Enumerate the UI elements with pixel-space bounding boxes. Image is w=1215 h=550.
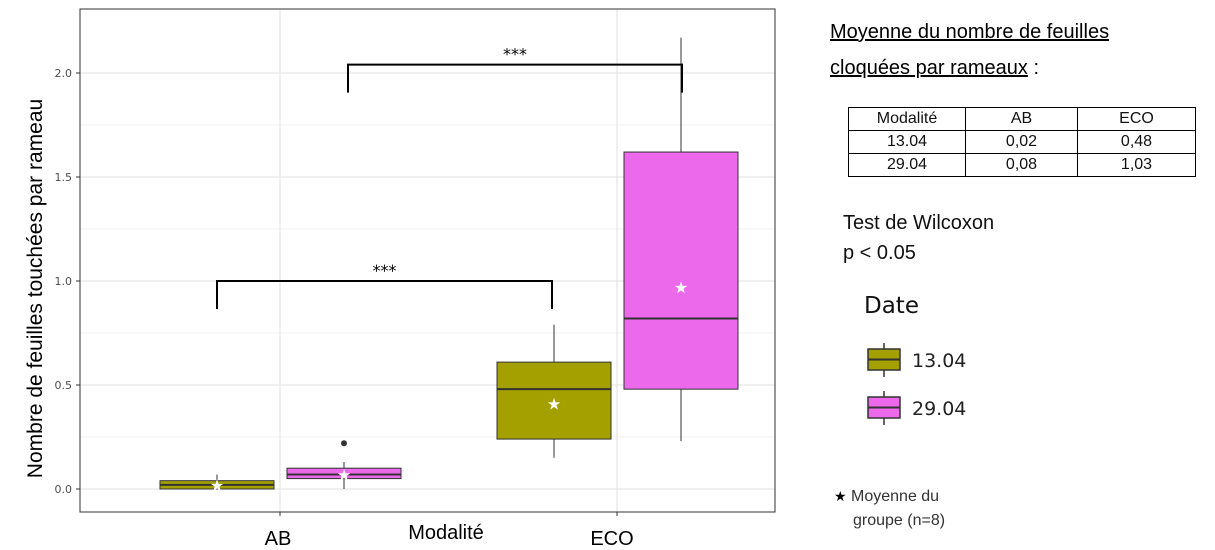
mean-note-line2: groupe (n=8) [853, 512, 946, 529]
legend-label-13-04: 13.04 [912, 350, 967, 372]
plot-panel [79, 8, 776, 513]
table-row: 13.04 0,02 0,48 [848, 130, 1196, 154]
legend-title: Date [864, 293, 919, 319]
significance-label: *** [503, 45, 527, 64]
mean-star-ECO-29-04: ★ [674, 278, 688, 297]
table-row: 29.04 0,08 1,03 [848, 153, 1196, 177]
star-icon: ★ [834, 488, 847, 504]
boxes: ★ ★ ★ ★ [159, 37, 739, 495]
table-cell: 0,48 [1077, 130, 1196, 154]
table-header-row: Modalité AB ECO [848, 107, 1196, 131]
grid [80, 9, 775, 512]
box-ECO-29-04 [623, 151, 739, 390]
bracket-29-04 [347, 63, 683, 93]
table-cell: 13.04 [848, 130, 966, 154]
x-axis-label: Modalité [408, 522, 484, 544]
outlier-point-AB-29-04 [341, 440, 347, 447]
table-cell: 1,03 [1077, 153, 1196, 177]
y-tick-label: 2.0 [55, 67, 73, 80]
table-cell: 0,08 [965, 153, 1078, 177]
legend-key-13-04 [867, 343, 901, 377]
legend-key-29-04 [867, 391, 901, 425]
significance-label: *** [373, 261, 397, 280]
p-value: p < 0.05 [843, 242, 916, 264]
side-title-suffix: : [1027, 57, 1040, 79]
statistical-test: Test de Wilcoxon p < 0.05 [843, 208, 994, 268]
side-title-line2: cloquées par rameaux [830, 57, 1028, 79]
significance-brackets: *** *** [216, 45, 683, 309]
x-tick-label: ECO [590, 528, 633, 550]
box-plot-chart: ★ ★ ★ ★ *** *** 0.0 0.5 1.0 1.5 2.0 AB ECO Nombre… [24, 8, 776, 550]
bracket-13-04 [216, 280, 553, 309]
mean-table: Modalité AB ECO 13.04 0,02 0,48 29.04 0,… [848, 107, 1196, 177]
table-header-cell: AB [965, 107, 1078, 131]
y-axis-label: Nombre de feuilles touchées par rameau [24, 99, 47, 478]
mean-note-line1: Moyenne du [851, 488, 940, 505]
y-tick-label: 1.5 [55, 171, 73, 184]
mean-star-AB-13-04: ★ [210, 476, 224, 495]
table-cell: 29.04 [848, 153, 966, 177]
x-axis: AB ECO [265, 512, 634, 550]
side-title: Moyenne du nombre de feuilles cloquées p… [830, 14, 1109, 86]
table-header-cell: ECO [1077, 107, 1196, 131]
y-tick-label: 0.5 [55, 379, 73, 392]
test-name: Test de Wilcoxon [843, 212, 995, 234]
legend-item-29-04: 29.04 [866, 389, 1026, 429]
mean-star-AB-29-04: ★ [337, 465, 351, 484]
legend-item-13-04: 13.04 [866, 341, 1026, 381]
box-ECO-13-04 [496, 361, 612, 440]
side-title-line1: Moyenne du nombre de feuilles [830, 21, 1110, 43]
mean-note: ★ Moyenne du groupe (n=8) [834, 484, 945, 533]
mean-star-ECO-13-04: ★ [547, 395, 561, 414]
y-axis: 0.0 0.5 1.0 1.5 2.0 [55, 67, 80, 496]
table-cell: 0,02 [965, 130, 1078, 154]
table-header-cell: Modalité [848, 107, 966, 131]
y-tick-label: 1.0 [55, 275, 73, 288]
legend-label-29-04: 29.04 [912, 398, 967, 420]
x-tick-label: AB [265, 528, 292, 550]
y-tick-label: 0.0 [55, 483, 73, 496]
box-AB-29-04 [286, 467, 402, 480]
